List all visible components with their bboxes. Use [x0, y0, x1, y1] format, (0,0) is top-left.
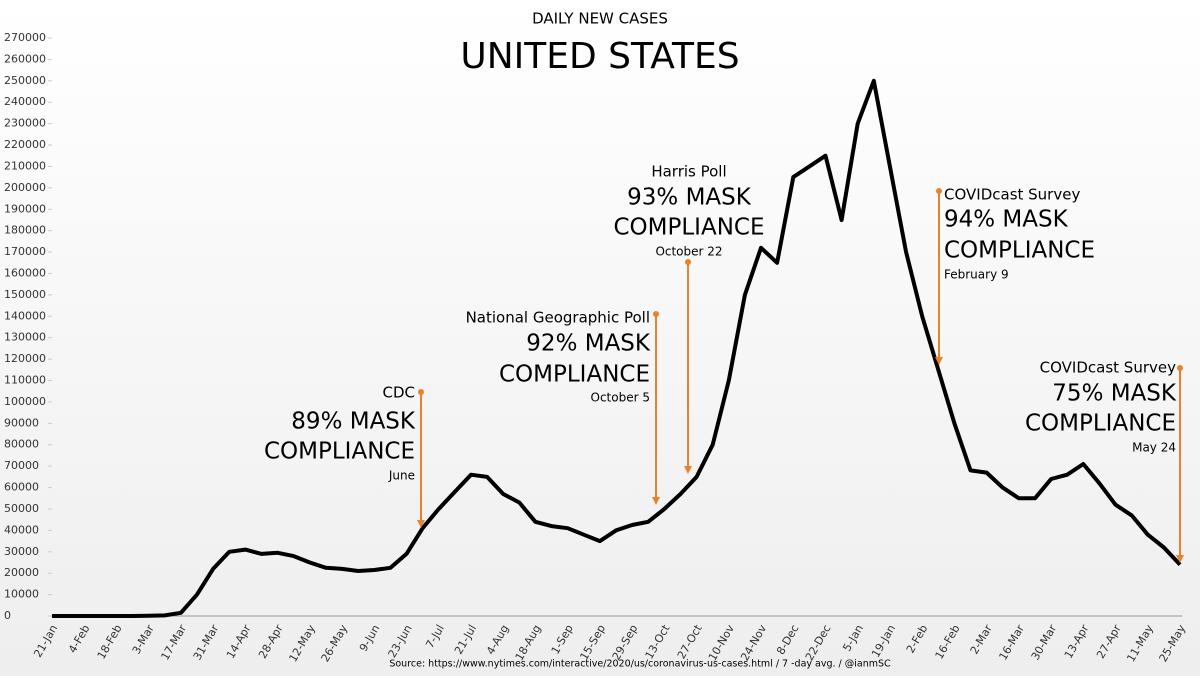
annotation-date: October 5 [591, 391, 650, 405]
y-tick-label: 230000 [4, 117, 46, 130]
y-tick-label: 80000 [4, 438, 39, 451]
annotation-headline: 89% MASK [291, 409, 416, 435]
y-tick-label: 180000 [4, 224, 46, 237]
y-tick-label: 250000 [4, 74, 46, 87]
annotation-source: Harris Poll [651, 163, 726, 181]
annotation-headline: 94% MASK [944, 207, 1069, 233]
y-tick-label: 160000 [4, 266, 46, 279]
y-tick-label: 110000 [4, 374, 46, 387]
annotation-arrowhead [1176, 555, 1184, 563]
annotation-source: COVIDcast Survey [944, 186, 1080, 204]
annotation-date: June [388, 469, 415, 483]
annotation-source: COVIDcast Survey [1040, 359, 1176, 377]
annotation-arrowhead [935, 357, 943, 365]
y-tick-label: 270000 [4, 31, 46, 44]
y-tick-label: 150000 [4, 288, 46, 301]
y-tick-label: 140000 [4, 309, 46, 322]
y-tick-label: 210000 [4, 159, 46, 172]
annotation-dot [653, 311, 659, 317]
y-tick-label: 260000 [4, 52, 46, 65]
annotation-headline: 92% MASK [526, 331, 651, 357]
y-tick-label: 60000 [4, 481, 39, 494]
annotation-headline: 93% MASK [627, 185, 752, 211]
line-series [52, 78, 1182, 618]
annotation-arrowhead [684, 466, 692, 474]
y-tick-label: 170000 [4, 245, 46, 258]
annotation-arrowhead [652, 497, 660, 505]
y-tick-label: 100000 [4, 395, 46, 408]
y-tick-label: 120000 [4, 352, 46, 365]
y-tick-label: 70000 [4, 459, 39, 472]
annotation-date: February 9 [944, 268, 1009, 282]
annotation-date: October 22 [655, 245, 722, 259]
annotation-compliance: COMPLIANCE [944, 238, 1095, 264]
y-tick-label: 0 [4, 609, 11, 622]
source-note: Source: https://www.nytimes.com/interact… [389, 659, 891, 670]
annotation-dot [685, 259, 691, 265]
y-tick-label: 240000 [4, 95, 46, 108]
annotation-headline: 75% MASK [1052, 381, 1177, 407]
y-tick-label: 200000 [4, 181, 46, 194]
y-tick-label: 220000 [4, 138, 46, 151]
y-tick-label: 50000 [4, 502, 39, 515]
annotation-compliance: COMPLIANCE [613, 215, 764, 241]
annotation-dot [936, 188, 942, 194]
annotation-dot [418, 389, 424, 395]
y-tick-label: 10000 [4, 588, 39, 601]
annotation-compliance: COMPLIANCE [264, 439, 415, 465]
y-tick-label: 20000 [4, 566, 39, 579]
annotation-source: CDC [383, 384, 416, 402]
y-tick-label: 30000 [4, 545, 39, 558]
annotation-arrowhead [417, 520, 425, 528]
annotation-dot [1177, 365, 1183, 371]
y-tick-label: 90000 [4, 416, 39, 429]
y-tick-label: 190000 [4, 202, 46, 215]
chart-title: DAILY NEW CASES [532, 10, 668, 28]
annotation-compliance: COMPLIANCE [1025, 411, 1176, 437]
chart-subtitle: UNITED STATES [460, 36, 739, 77]
annotation-date: May 24 [1132, 441, 1176, 455]
annotation-compliance: COMPLIANCE [499, 362, 650, 388]
y-tick-label: 130000 [4, 331, 46, 344]
annotation-source: National Geographic Poll [466, 309, 650, 327]
y-tick-label: 40000 [4, 523, 39, 536]
